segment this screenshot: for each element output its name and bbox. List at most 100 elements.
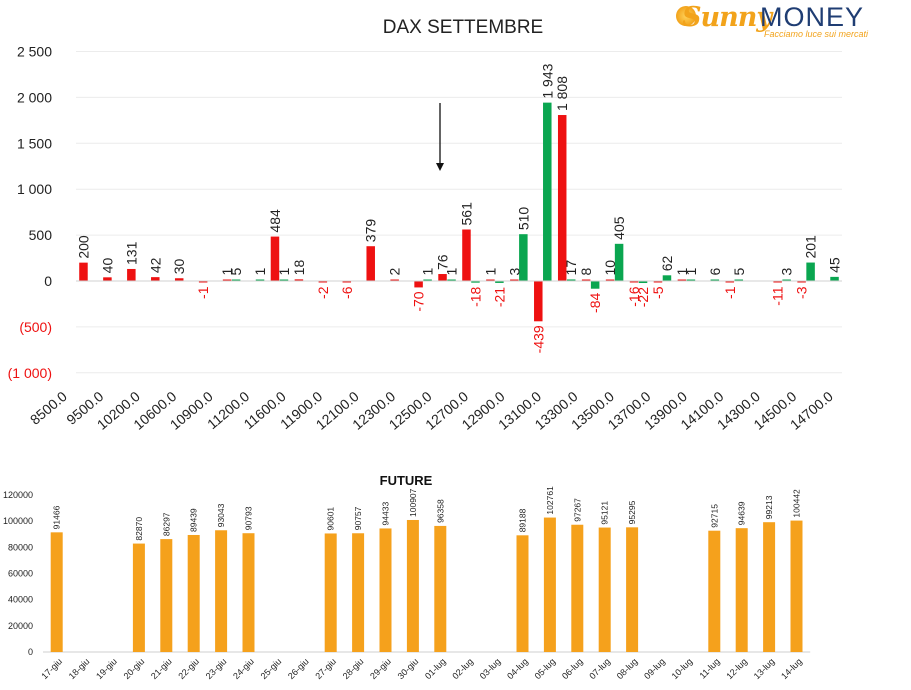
chart2-xtick-label: 04-lug (505, 656, 530, 681)
chart2-xtick-label: 07-lug (587, 656, 612, 681)
chart2-xtick-label: 11-lug (697, 656, 721, 680)
chart1-green-series-bar (830, 276, 839, 281)
chart1-green-series-bar (710, 279, 720, 281)
chart1-green-series-bar (638, 281, 648, 284)
chart1-green-series-data-label: 1 943 (539, 63, 555, 98)
chart1-green-series-data-label: 17 (563, 260, 579, 276)
chart1-red-series-data-label: 131 (123, 241, 139, 265)
chart2-bar (516, 535, 529, 652)
chart2-data-label: 94433 (381, 502, 391, 526)
chart2-data-label: 90757 (353, 506, 363, 530)
logo-brand-left: Sunny (682, 2, 772, 33)
chart1-green-series-bar (471, 281, 480, 283)
chart1-ytick-label: 2 000 (17, 89, 52, 105)
chart2-data-label: 92715 (709, 504, 719, 528)
chart1-red-series-data-label: -6 (339, 286, 355, 299)
chart2-bar (735, 528, 748, 652)
chart2-xtick-label: 13-lug (752, 656, 777, 681)
chart1-title: DAX SETTEMBRE (383, 17, 543, 38)
chart1-green-series-data-label: -18 (467, 286, 483, 306)
chart2-xtick-label: 01-lug (423, 656, 448, 681)
chart1-red-series-data-label: 561 (458, 202, 474, 226)
chart2-data-label: 89188 (518, 508, 528, 532)
chart1-green-series-bar (614, 243, 624, 281)
chart1-red-series-bar (79, 262, 88, 281)
chart1-red-series-data-label: 484 (267, 209, 283, 233)
chart1-green-series-data-label: 5 (731, 268, 747, 276)
chart1-green-series-data-label: 62 (659, 256, 675, 272)
chart1-green-series-data-label: -22 (635, 287, 651, 307)
chart1-red-series-bar (318, 281, 328, 283)
chart1-red-series-data-label: 1 (482, 268, 498, 276)
logo-brand-right: MONEY (760, 2, 865, 32)
chart2-bar (708, 530, 721, 652)
chart1-green-series-data-label: 1 (444, 268, 460, 276)
chart1-red-series-data-label: 30 (171, 258, 187, 274)
chart1-green-series-data-label: 5 (228, 268, 244, 276)
chart2-bar (132, 543, 145, 652)
chart2-bar (626, 527, 639, 652)
chart2-bar (215, 530, 228, 652)
chart1-red-series-data-label: 3 (506, 268, 522, 276)
chart1-red-series-bar (127, 268, 136, 281)
chart2-bar (790, 520, 803, 652)
chart2-bar (543, 517, 556, 652)
chart2-bar (598, 527, 611, 652)
chart1-red-series-bar (797, 281, 806, 283)
chart1-red-series-bar (557, 115, 567, 281)
chart1-red-series-bar (677, 279, 687, 281)
chart2-xtick-label: 14-lug (779, 656, 804, 681)
logo-tagline: Facciamo luce sui mercati (764, 29, 869, 39)
chart2-data-label: 90601 (326, 507, 336, 531)
chart2-data-label: 102761 (545, 486, 555, 515)
chart1-red-series-bar (773, 281, 782, 283)
chart1-ytick-label: 0 (44, 273, 52, 289)
chart2-xtick-label: 19-giu (94, 656, 119, 681)
chart1-red-series-bar (174, 278, 184, 281)
chart1-green-series-bar (447, 279, 456, 281)
chart2-data-label: 82870 (134, 517, 144, 541)
chart1-red-series-data-label: 40 (99, 258, 115, 274)
chart1-annotation-arrowhead (436, 163, 444, 171)
chart2-xtick-label: 18-giu (67, 656, 92, 681)
chart2-bar (379, 528, 392, 652)
chart1-green-series-data-label: 1 (420, 268, 436, 276)
chart2-xtick-label: 24-giu (231, 656, 256, 681)
chart1-ytick-label: 2 500 (17, 44, 52, 60)
chart2-bar (187, 534, 200, 652)
chart1-red-series-bar (581, 279, 591, 281)
chart2-xtick-label: 30-giu (396, 656, 421, 681)
chart2-bar (434, 525, 447, 652)
chart1-red-series-bar (605, 279, 615, 281)
chart2-xtick-label: 22-giu (176, 656, 201, 681)
chart1-red-series-data-label: 76 (435, 254, 451, 270)
chart2-bar (50, 532, 63, 652)
chart1-xtick-label: 8500.0 (27, 388, 70, 428)
chart1-green-series-data-label: 405 (611, 216, 627, 240)
chart2-xtick-label: 02-lug (450, 656, 475, 681)
chart2-xtick-label: 23-giu (204, 656, 229, 681)
chart2-ytick-label: 60000 (8, 569, 33, 579)
chart1-green-series-bar (782, 279, 791, 281)
chart2-bar (406, 519, 419, 652)
chart1-red-series-bar (270, 236, 280, 281)
chart1-green-series-bar (231, 279, 241, 281)
chart2-ytick-label: 40000 (8, 595, 33, 605)
chart2-xtick-label: 06-lug (560, 656, 585, 681)
chart1-red-series-data-label: 10 (602, 260, 618, 276)
chart1-red-series-bar (222, 279, 232, 281)
chart1-red-series-data-label: -3 (794, 286, 810, 299)
chart2-data-label: 97267 (572, 498, 582, 522)
chart2-title: FUTURE (380, 473, 433, 488)
chart1-green-series-bar (543, 102, 552, 281)
chart1-red-series-data-label: 18 (291, 260, 307, 276)
chart2-ytick-label: 80000 (8, 542, 33, 552)
chart1-ytick-label: 1 500 (17, 135, 52, 151)
chart1-ytick-label: (1 000) (8, 365, 52, 381)
chart1-green-series-bar (423, 279, 432, 281)
chart1-red-series-data-label: -70 (411, 291, 427, 311)
chart2-data-label: 93043 (216, 503, 226, 527)
chart1-green-series-data-label: 1 (252, 268, 268, 276)
chart2-bar (324, 533, 337, 652)
